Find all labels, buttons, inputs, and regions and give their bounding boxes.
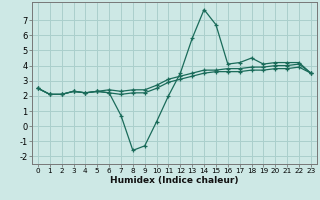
X-axis label: Humidex (Indice chaleur): Humidex (Indice chaleur) (110, 176, 239, 185)
